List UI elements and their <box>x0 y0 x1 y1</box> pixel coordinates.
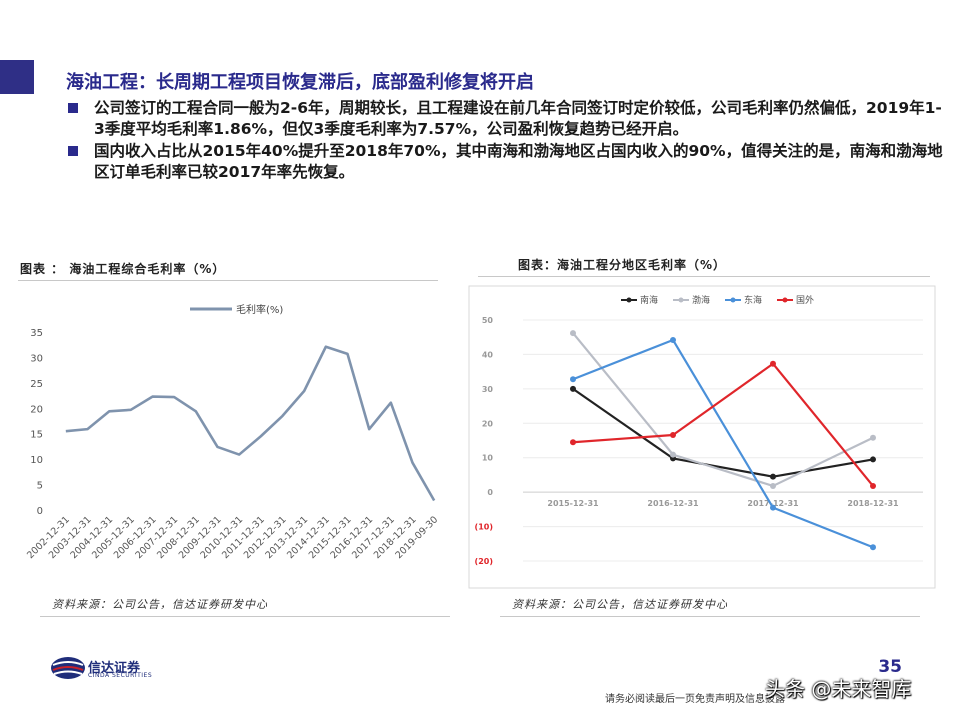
series-line <box>572 362 874 487</box>
watermark: 头条 @未来智库 <box>765 677 912 701</box>
series-point <box>570 330 576 337</box>
y-tick-label: 30 <box>30 353 43 364</box>
x-tick-label: 2016-12-31 <box>647 499 699 508</box>
y-tick-label: 50 <box>482 316 494 325</box>
series-point <box>870 434 876 441</box>
y-tick-label: 20 <box>30 404 43 415</box>
y-tick-label: 15 <box>30 430 43 441</box>
source-note-left: 资料来源：公司公告，信达证券研发中心 <box>52 598 268 611</box>
figure-title-right: 图表：海油工程分地区毛利率（%） <box>518 258 727 272</box>
bullet-square-icon <box>68 103 78 113</box>
series-point <box>770 482 776 489</box>
logo-subtitle: CINDA SECURITIES <box>88 672 153 679</box>
y-tick-label: 25 <box>30 379 43 390</box>
legend-marker <box>730 297 736 303</box>
regional-margin-chart: 南海 渤海 东海 国外 (20) (10) 0 10 20 30 40 50 2015-12-31 2… <box>468 285 936 589</box>
y-tick-label: (20) <box>475 557 493 566</box>
series-point <box>770 360 776 367</box>
series-point <box>670 431 676 438</box>
bullet-text: 国内收入占比从2015年40%提升至2018年70%，其中南海和渤海地区占国内收… <box>94 142 943 181</box>
slide-title: 海油工程：长周期工程项目恢复滞后，底部盈利修复将开启 <box>66 72 534 93</box>
y-tick-label: 0 <box>37 506 43 517</box>
legend-label: 国外 <box>796 294 814 306</box>
bullet-item: 国内收入占比从2015年40%提升至2018年70%，其中南海和渤海地区占国内收… <box>66 141 946 183</box>
bullet-list: 公司签订的工程合同一般为2-6年，周期较长，且工程建设在前几年合同签订时定价较低… <box>66 98 946 184</box>
series-point <box>870 482 876 489</box>
logo-name: 信达证券 <box>88 661 141 676</box>
y-tick-label: 30 <box>482 385 494 394</box>
source-note-right: 资料来源：公司公告，信达证券研发中心 <box>512 598 728 611</box>
y-tick-label: (10) <box>475 523 493 532</box>
x-tick-label: 2018-12-31 <box>847 499 899 508</box>
series-line <box>572 338 874 549</box>
source-divider-left <box>40 616 450 617</box>
page-number: 35 <box>878 657 902 677</box>
series-point <box>770 473 776 480</box>
series-point <box>870 544 876 551</box>
x-tick-label: 2015-12-31 <box>547 499 599 508</box>
x-tick-label: 2017-12-31 <box>747 499 799 508</box>
source-divider-right <box>500 616 920 617</box>
figure-divider-right <box>478 276 930 277</box>
series-point <box>770 504 776 511</box>
chart-frame <box>468 285 936 589</box>
figure-title-left: 图表 ： 海油工程综合毛利率（%） <box>20 262 226 276</box>
disclaimer-text: 请务必阅读最后一页免责声明及信息披露 <box>605 694 785 705</box>
y-tick-label: 0 <box>487 488 493 497</box>
company-logo <box>51 657 85 679</box>
series-point <box>570 385 576 392</box>
legend-marker <box>678 297 684 303</box>
legend-label: 南海 <box>640 294 658 306</box>
y-tick-label: 10 <box>30 455 43 466</box>
figure-divider-left <box>18 280 438 281</box>
y-tick-label: 10 <box>482 454 494 463</box>
series-point <box>670 336 676 343</box>
series-point <box>670 451 676 458</box>
series-line-gross-margin <box>65 345 436 502</box>
series-point <box>570 439 576 446</box>
corner-accent-block <box>0 60 34 94</box>
bullet-text: 公司签订的工程合同一般为2-6年，周期较长，且工程建设在前几年合同签订时定价较低… <box>94 99 942 138</box>
series-line <box>572 332 874 488</box>
bullet-item: 公司签订的工程合同一般为2-6年，周期较长，且工程建设在前几年合同签订时定价较低… <box>66 98 946 140</box>
series-point <box>870 456 876 463</box>
y-tick-label: 35 <box>30 328 43 339</box>
series-line <box>572 387 874 478</box>
y-tick-label: 5 <box>37 481 43 492</box>
legend-marker <box>626 297 632 303</box>
legend-label: 渤海 <box>692 294 710 306</box>
y-tick-label: 40 <box>482 350 494 359</box>
series-point <box>570 376 576 383</box>
bullet-square-icon <box>68 146 78 156</box>
legend-label: 东海 <box>744 294 762 306</box>
legend-marker <box>782 297 788 303</box>
legend-label: 毛利率(%) <box>236 303 283 316</box>
y-tick-label: 20 <box>482 419 494 428</box>
